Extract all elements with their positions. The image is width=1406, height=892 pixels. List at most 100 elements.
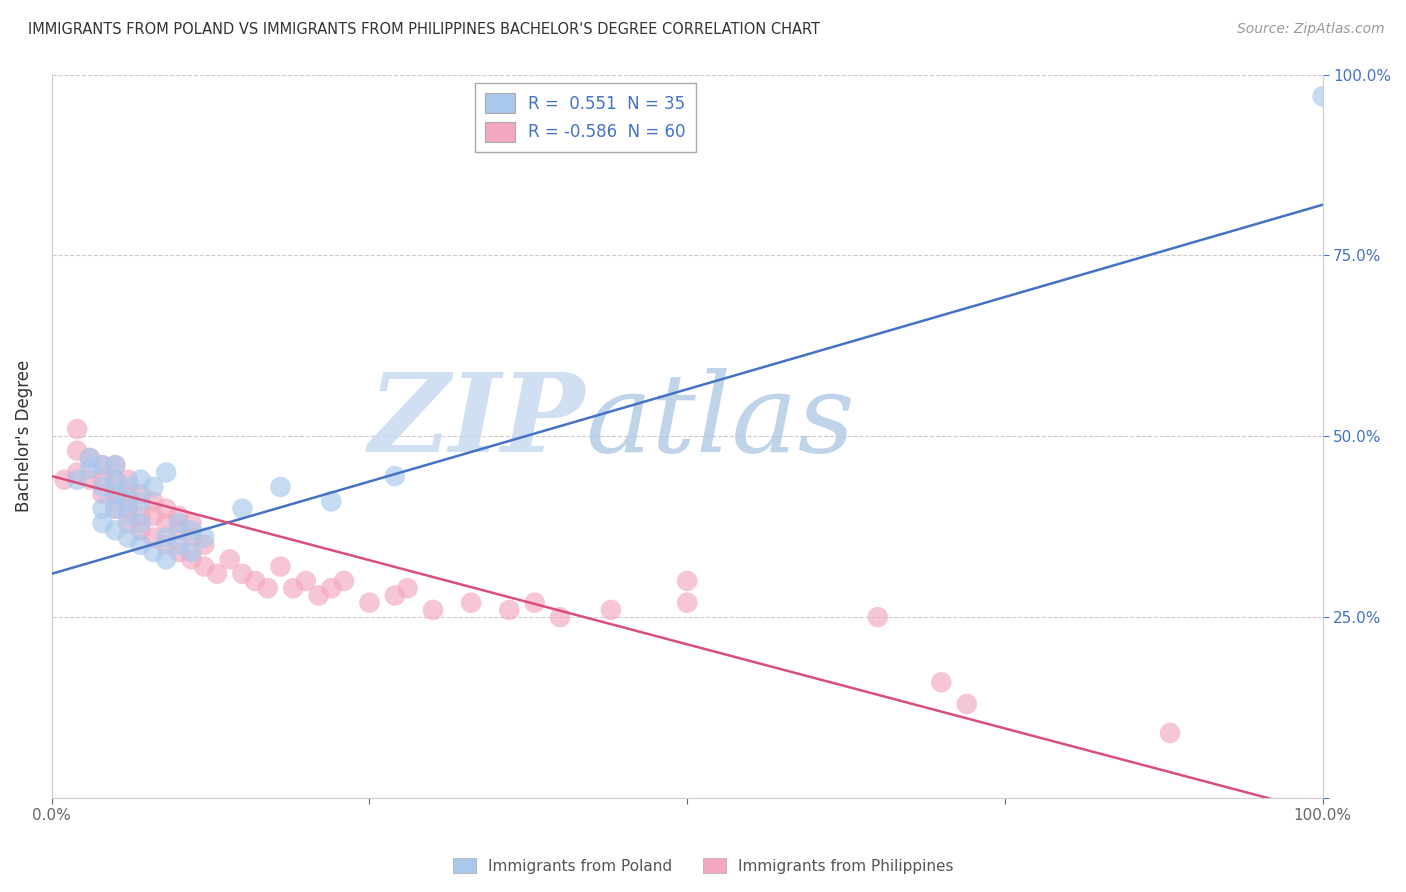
Point <box>91 480 114 494</box>
Point <box>104 458 127 473</box>
Text: ZIP: ZIP <box>368 368 585 475</box>
Point <box>956 697 979 711</box>
Point <box>117 516 139 530</box>
Point <box>117 501 139 516</box>
Text: Source: ZipAtlas.com: Source: ZipAtlas.com <box>1237 22 1385 37</box>
Y-axis label: Bachelor's Degree: Bachelor's Degree <box>15 360 32 512</box>
Point <box>104 501 127 516</box>
Point <box>155 531 177 545</box>
Point <box>129 494 152 508</box>
Point <box>270 559 292 574</box>
Point <box>193 538 215 552</box>
Point <box>155 516 177 530</box>
Point <box>53 473 76 487</box>
Point <box>104 473 127 487</box>
Point <box>142 531 165 545</box>
Point <box>104 524 127 538</box>
Point <box>129 473 152 487</box>
Point <box>333 574 356 588</box>
Point <box>142 508 165 523</box>
Point <box>321 494 343 508</box>
Point <box>155 466 177 480</box>
Point <box>66 443 89 458</box>
Point <box>676 574 699 588</box>
Point <box>66 422 89 436</box>
Point <box>866 610 889 624</box>
Point <box>104 458 127 473</box>
Point <box>193 531 215 545</box>
Point <box>79 462 101 476</box>
Point <box>205 566 228 581</box>
Point <box>167 516 190 530</box>
Point <box>308 589 330 603</box>
Point <box>79 473 101 487</box>
Point <box>167 545 190 559</box>
Point <box>66 466 89 480</box>
Point <box>66 473 89 487</box>
Point <box>295 574 318 588</box>
Point <box>117 480 139 494</box>
Point <box>117 494 139 508</box>
Point <box>142 494 165 508</box>
Point <box>91 487 114 501</box>
Point <box>931 675 953 690</box>
Point <box>180 516 202 530</box>
Point <box>155 552 177 566</box>
Point <box>384 469 406 483</box>
Point <box>117 508 139 523</box>
Point <box>91 501 114 516</box>
Point <box>676 596 699 610</box>
Text: IMMIGRANTS FROM POLAND VS IMMIGRANTS FROM PHILIPPINES BACHELOR'S DEGREE CORRELAT: IMMIGRANTS FROM POLAND VS IMMIGRANTS FRO… <box>28 22 820 37</box>
Point <box>104 487 127 501</box>
Point <box>117 487 139 501</box>
Point <box>460 596 482 610</box>
Point <box>142 545 165 559</box>
Point <box>117 473 139 487</box>
Point <box>117 531 139 545</box>
Point <box>422 603 444 617</box>
Point <box>243 574 266 588</box>
Point <box>79 450 101 465</box>
Point <box>129 487 152 501</box>
Point <box>180 524 202 538</box>
Point <box>256 581 278 595</box>
Point <box>104 487 127 501</box>
Point <box>231 566 253 581</box>
Point <box>104 473 127 487</box>
Point <box>79 450 101 465</box>
Point <box>155 538 177 552</box>
Legend: R =  0.551  N = 35, R = -0.586  N = 60: R = 0.551 N = 35, R = -0.586 N = 60 <box>475 83 696 152</box>
Point <box>104 501 127 516</box>
Point <box>142 480 165 494</box>
Point <box>283 581 305 595</box>
Point <box>91 516 114 530</box>
Point <box>167 538 190 552</box>
Point <box>231 501 253 516</box>
Point <box>155 501 177 516</box>
Point <box>359 596 381 610</box>
Point <box>129 516 152 530</box>
Point <box>396 581 419 595</box>
Legend: Immigrants from Poland, Immigrants from Philippines: Immigrants from Poland, Immigrants from … <box>447 852 959 880</box>
Point <box>167 524 190 538</box>
Point <box>384 589 406 603</box>
Point <box>321 581 343 595</box>
Point <box>180 531 202 545</box>
Point <box>180 545 202 559</box>
Point <box>600 603 623 617</box>
Point <box>129 538 152 552</box>
Point <box>523 596 546 610</box>
Point <box>548 610 571 624</box>
Point <box>1312 89 1334 103</box>
Point <box>180 552 202 566</box>
Text: atlas: atlas <box>585 368 855 475</box>
Point <box>193 559 215 574</box>
Point <box>129 524 152 538</box>
Point <box>91 473 114 487</box>
Point <box>129 508 152 523</box>
Point <box>498 603 520 617</box>
Point <box>91 458 114 473</box>
Point <box>91 458 114 473</box>
Point <box>167 508 190 523</box>
Point <box>270 480 292 494</box>
